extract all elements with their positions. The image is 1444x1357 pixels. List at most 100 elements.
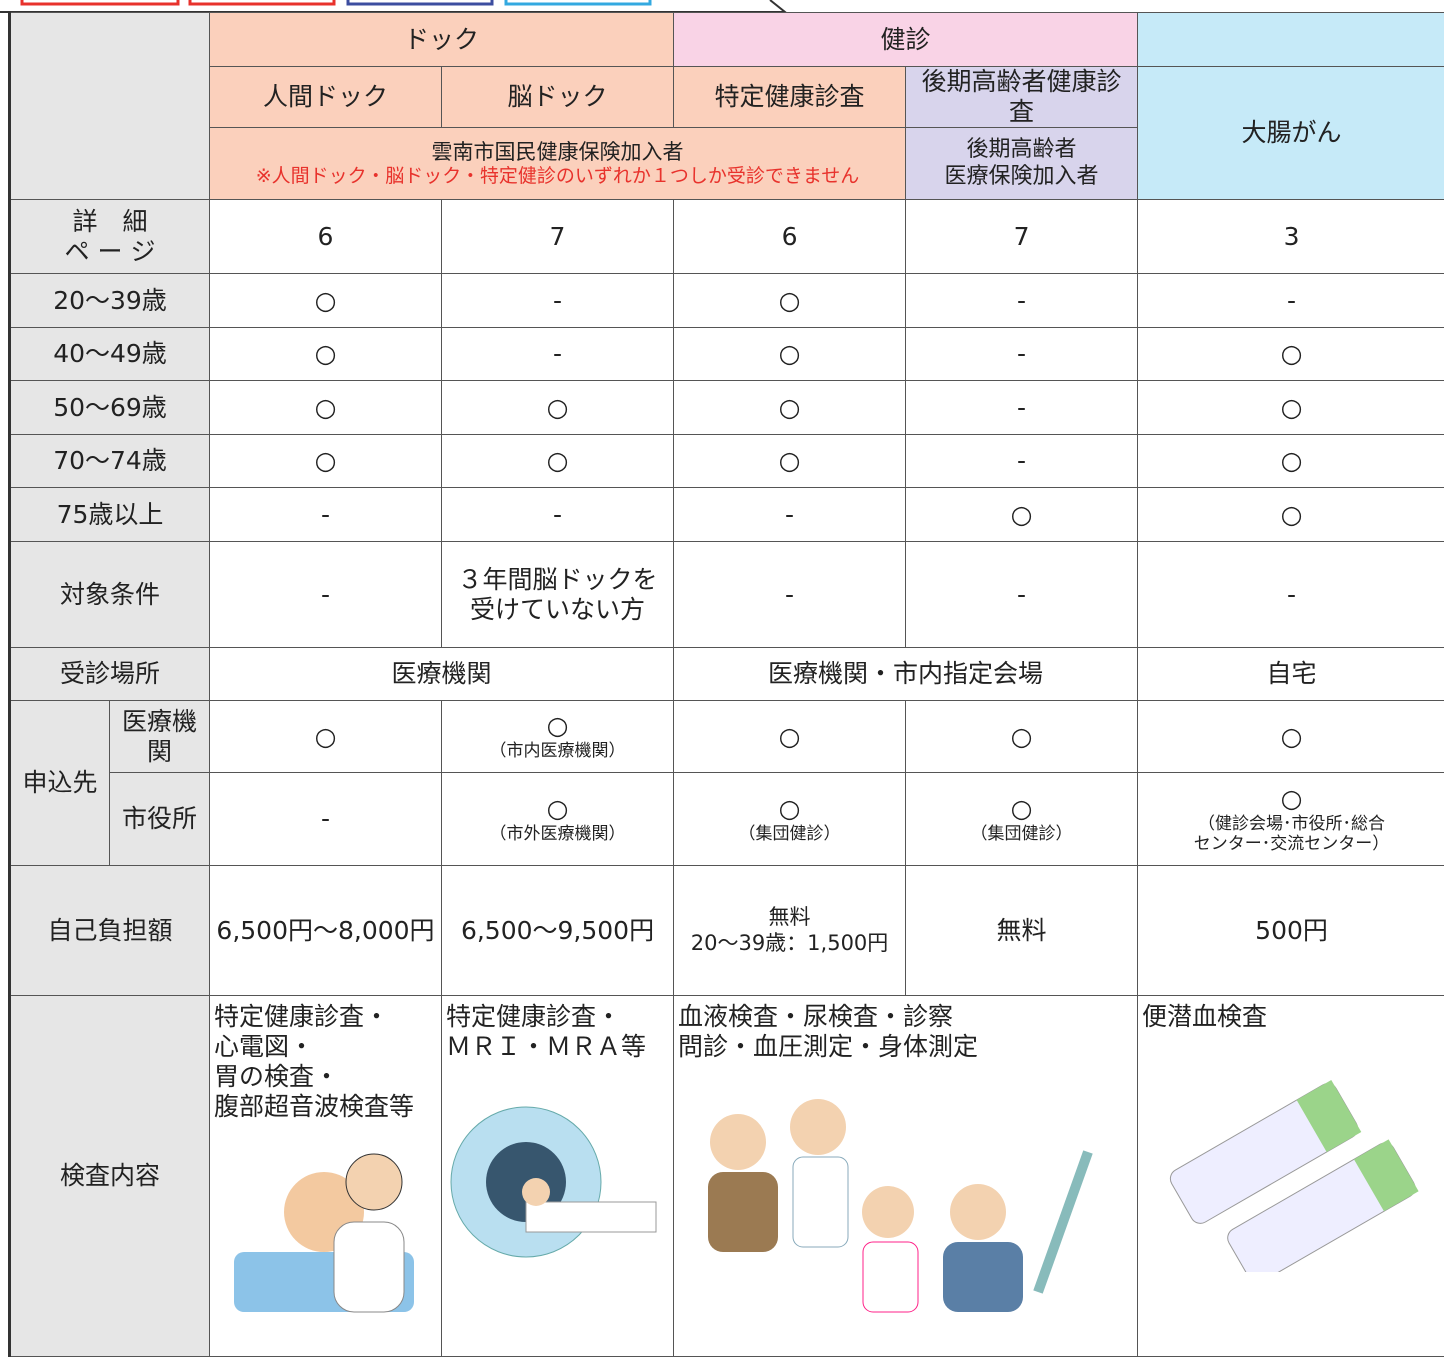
cell: - <box>906 435 1138 488</box>
cell: 便潜血検査 <box>1138 996 1444 1357</box>
table-row: 検査内容特定健康診査・ 心電図・ 胃の検査・ 腹部超音波検査等特定健康診査・ Ｍ… <box>10 996 1444 1357</box>
cell: - <box>906 274 1138 328</box>
cell: 6,500～9,500円 <box>442 866 674 996</box>
cell: ３年間脳ドックを 受けていない方 <box>442 542 674 648</box>
exam-header: 人間ドック <box>210 67 442 128</box>
cell: ○ <box>210 381 442 435</box>
illustration-art <box>1142 1052 1442 1272</box>
illustration <box>446 1082 669 1289</box>
eligibility: 雲南市国民健康保険加入者※人間ドック・脳ドック・特定健診のいずれか１つしか受診で… <box>210 128 906 200</box>
cell: ○（健診会場･市役所･総合 センター･交流センター） <box>1138 773 1444 866</box>
cell: 医療機関 <box>210 648 674 701</box>
cell-note: 20～39歳：1,500円 <box>678 931 901 956</box>
eligibility-main: 雲南市国民健康保険加入者 <box>214 140 901 165</box>
cell: ○ <box>1138 435 1444 488</box>
cell-note: （市外医療機関） <box>446 824 669 844</box>
cell: - <box>906 328 1138 381</box>
cell-main: ○ <box>547 794 569 823</box>
exam-table: ドック健診人間ドック脳ドック特定健康診査後期高齢者健康診査大腸がん雲南市国民健康… <box>8 12 1444 1357</box>
cell: 特定健康診査・ 心電図・ 胃の検査・ 腹部超音波検査等 <box>210 996 442 1357</box>
cell-note: （市内医療機関） <box>446 741 669 761</box>
row-label: 検査内容 <box>10 996 210 1357</box>
table-row: 市役所-○（市外医療機関）○（集団健診）○（集団健診）○（健診会場･市役所･総合… <box>10 773 1444 866</box>
cell: - <box>442 488 674 542</box>
cell: - <box>906 381 1138 435</box>
cell: ○ <box>210 701 442 773</box>
cell: 無料 <box>906 866 1138 996</box>
table-row: 人間ドック脳ドック特定健康診査後期高齢者健康診査大腸がん <box>10 67 1444 128</box>
table-row: 70～74歳○○○-○ <box>10 435 1444 488</box>
sub-label: 医療機関 <box>110 701 210 773</box>
row-label: 対象条件 <box>10 542 210 648</box>
cell: ○ <box>210 435 442 488</box>
corner <box>10 13 210 200</box>
cell: 500円 <box>1138 866 1444 996</box>
cell: ○（集団健診） <box>674 773 906 866</box>
cell: - <box>210 488 442 542</box>
row-label: 詳 細 ペ ー ジ <box>10 200 210 274</box>
cell: - <box>210 773 442 866</box>
cell: ○ <box>210 274 442 328</box>
exam-header: 脳ドック <box>442 67 674 128</box>
cell: 医療機関・市内指定会場 <box>674 648 1138 701</box>
table-row: ドック健診 <box>10 13 1444 67</box>
exam-header: 後期高齢者健康診査 <box>906 67 1138 128</box>
cell-note: （集団健診） <box>910 824 1133 844</box>
row-label: 自己負担額 <box>10 866 210 996</box>
content-text: 血液検査・尿検査・診察 問診・血圧測定・身体測定 <box>678 1002 978 1061</box>
cell: 特定健康診査・ ＭＲＩ・ＭＲＡ等 <box>442 996 674 1357</box>
cell: ○ <box>906 488 1138 542</box>
table-row: 申込先医療機関○○（市内医療機関）○○○ <box>10 701 1444 773</box>
cell: ○ <box>674 435 906 488</box>
row-label: 申込先 <box>10 701 110 866</box>
row-label: 20～39歳 <box>10 274 210 328</box>
illustration <box>1142 1052 1441 1279</box>
cell-main: ○ <box>779 794 801 823</box>
content-text: 便潜血検査 <box>1142 1002 1267 1031</box>
table-row: 75歳以上---○○ <box>10 488 1444 542</box>
cell-main: ○ <box>1011 794 1033 823</box>
cell: ○ <box>442 435 674 488</box>
illustration-art <box>214 1142 434 1342</box>
cell: 6,500円～8,000円 <box>210 866 442 996</box>
row-label: 受診場所 <box>10 648 210 701</box>
group-header: 健診 <box>674 13 1138 67</box>
cell: 血液検査・尿検査・診察 問診・血圧測定・身体測定 <box>674 996 1138 1357</box>
cell: 6 <box>674 200 906 274</box>
cell: 3 <box>1138 200 1444 274</box>
cell: ○ <box>906 701 1138 773</box>
table-row: 50～69歳○○○-○ <box>10 381 1444 435</box>
cell: 自宅 <box>1138 648 1444 701</box>
cell: ○ <box>674 701 906 773</box>
cell: - <box>1138 274 1444 328</box>
cell: ○ <box>442 381 674 435</box>
cell: ○ <box>674 274 906 328</box>
illustration <box>214 1142 437 1349</box>
eligibility-note: ※人間ドック・脳ドック・特定健診のいずれか１つしか受診できません <box>214 165 901 188</box>
content-text: 特定健康診査・ 心電図・ 胃の検査・ 腹部超音波検査等 <box>214 1002 414 1121</box>
eligibility: 後期高齢者 医療保険加入者 <box>906 128 1138 200</box>
content-text: 特定健康診査・ ＭＲＩ・ＭＲＡ等 <box>446 1002 646 1061</box>
row-label: 50～69歳 <box>10 381 210 435</box>
row-label: 70～74歳 <box>10 435 210 488</box>
exam-header: 特定健康診査 <box>674 67 906 128</box>
cell: - <box>442 328 674 381</box>
cell-main: ○ <box>547 711 569 740</box>
cell: ○ <box>210 328 442 381</box>
cell: ○ <box>674 381 906 435</box>
illustration <box>678 1082 1133 1329</box>
illustration-art <box>678 1082 1128 1322</box>
cell: - <box>1138 542 1444 648</box>
cell: - <box>442 274 674 328</box>
cell: - <box>674 488 906 542</box>
cell: - <box>674 542 906 648</box>
illustration-art <box>446 1082 666 1282</box>
cell: ○（市外医療機関） <box>442 773 674 866</box>
table-row: 40～49歳○-○-○ <box>10 328 1444 381</box>
cell-note: （健診会場･市役所･総合 センター･交流センター） <box>1142 814 1441 855</box>
row-label: 75歳以上 <box>10 488 210 542</box>
table-row: 対象条件-３年間脳ドックを 受けていない方--- <box>10 542 1444 648</box>
